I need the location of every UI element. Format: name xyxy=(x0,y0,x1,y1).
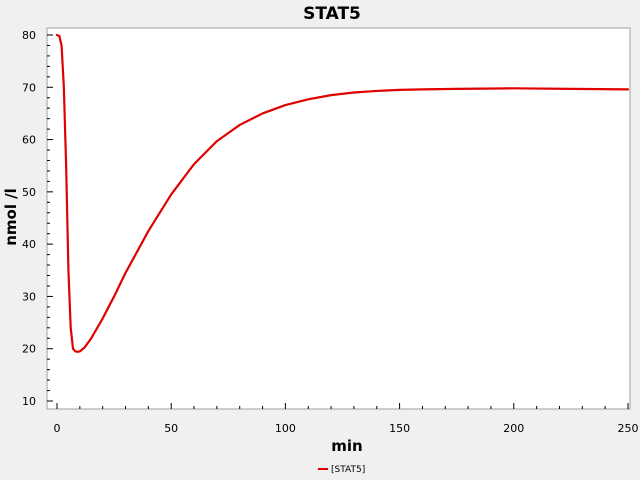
x-axis: 0 50 100 150 200 250 xyxy=(54,403,639,435)
plot-area xyxy=(46,27,631,410)
y-tick-label: 30 xyxy=(22,290,36,303)
x-tick-label: 200 xyxy=(503,422,524,435)
legend: [STAT5] xyxy=(318,465,365,475)
series-line-stat5 xyxy=(55,33,630,353)
y-tick-label: 10 xyxy=(22,395,36,408)
y-tick-label: 80 xyxy=(22,29,36,42)
y-axis-title: nmol /l xyxy=(2,188,20,246)
y-tick-label: 70 xyxy=(22,81,36,94)
legend-label: [STAT5] xyxy=(331,465,365,475)
y-tick-label: 20 xyxy=(22,343,36,356)
y-tick-label: 60 xyxy=(22,134,36,147)
x-tick-label: 100 xyxy=(275,422,296,435)
y-axis: 10 20 30 40 50 60 70 80 xyxy=(22,29,53,408)
y-tick-label: 40 xyxy=(22,238,36,251)
x-axis-title: min xyxy=(331,437,362,455)
series-layer xyxy=(55,33,630,353)
y-tick-label: 50 xyxy=(22,186,36,199)
x-tick-label: 150 xyxy=(389,422,410,435)
x-tick-label: 0 xyxy=(54,422,61,435)
x-tick-label: 50 xyxy=(164,422,178,435)
x-tick-label: 250 xyxy=(618,422,639,435)
chart-title: STAT5 xyxy=(303,4,361,24)
